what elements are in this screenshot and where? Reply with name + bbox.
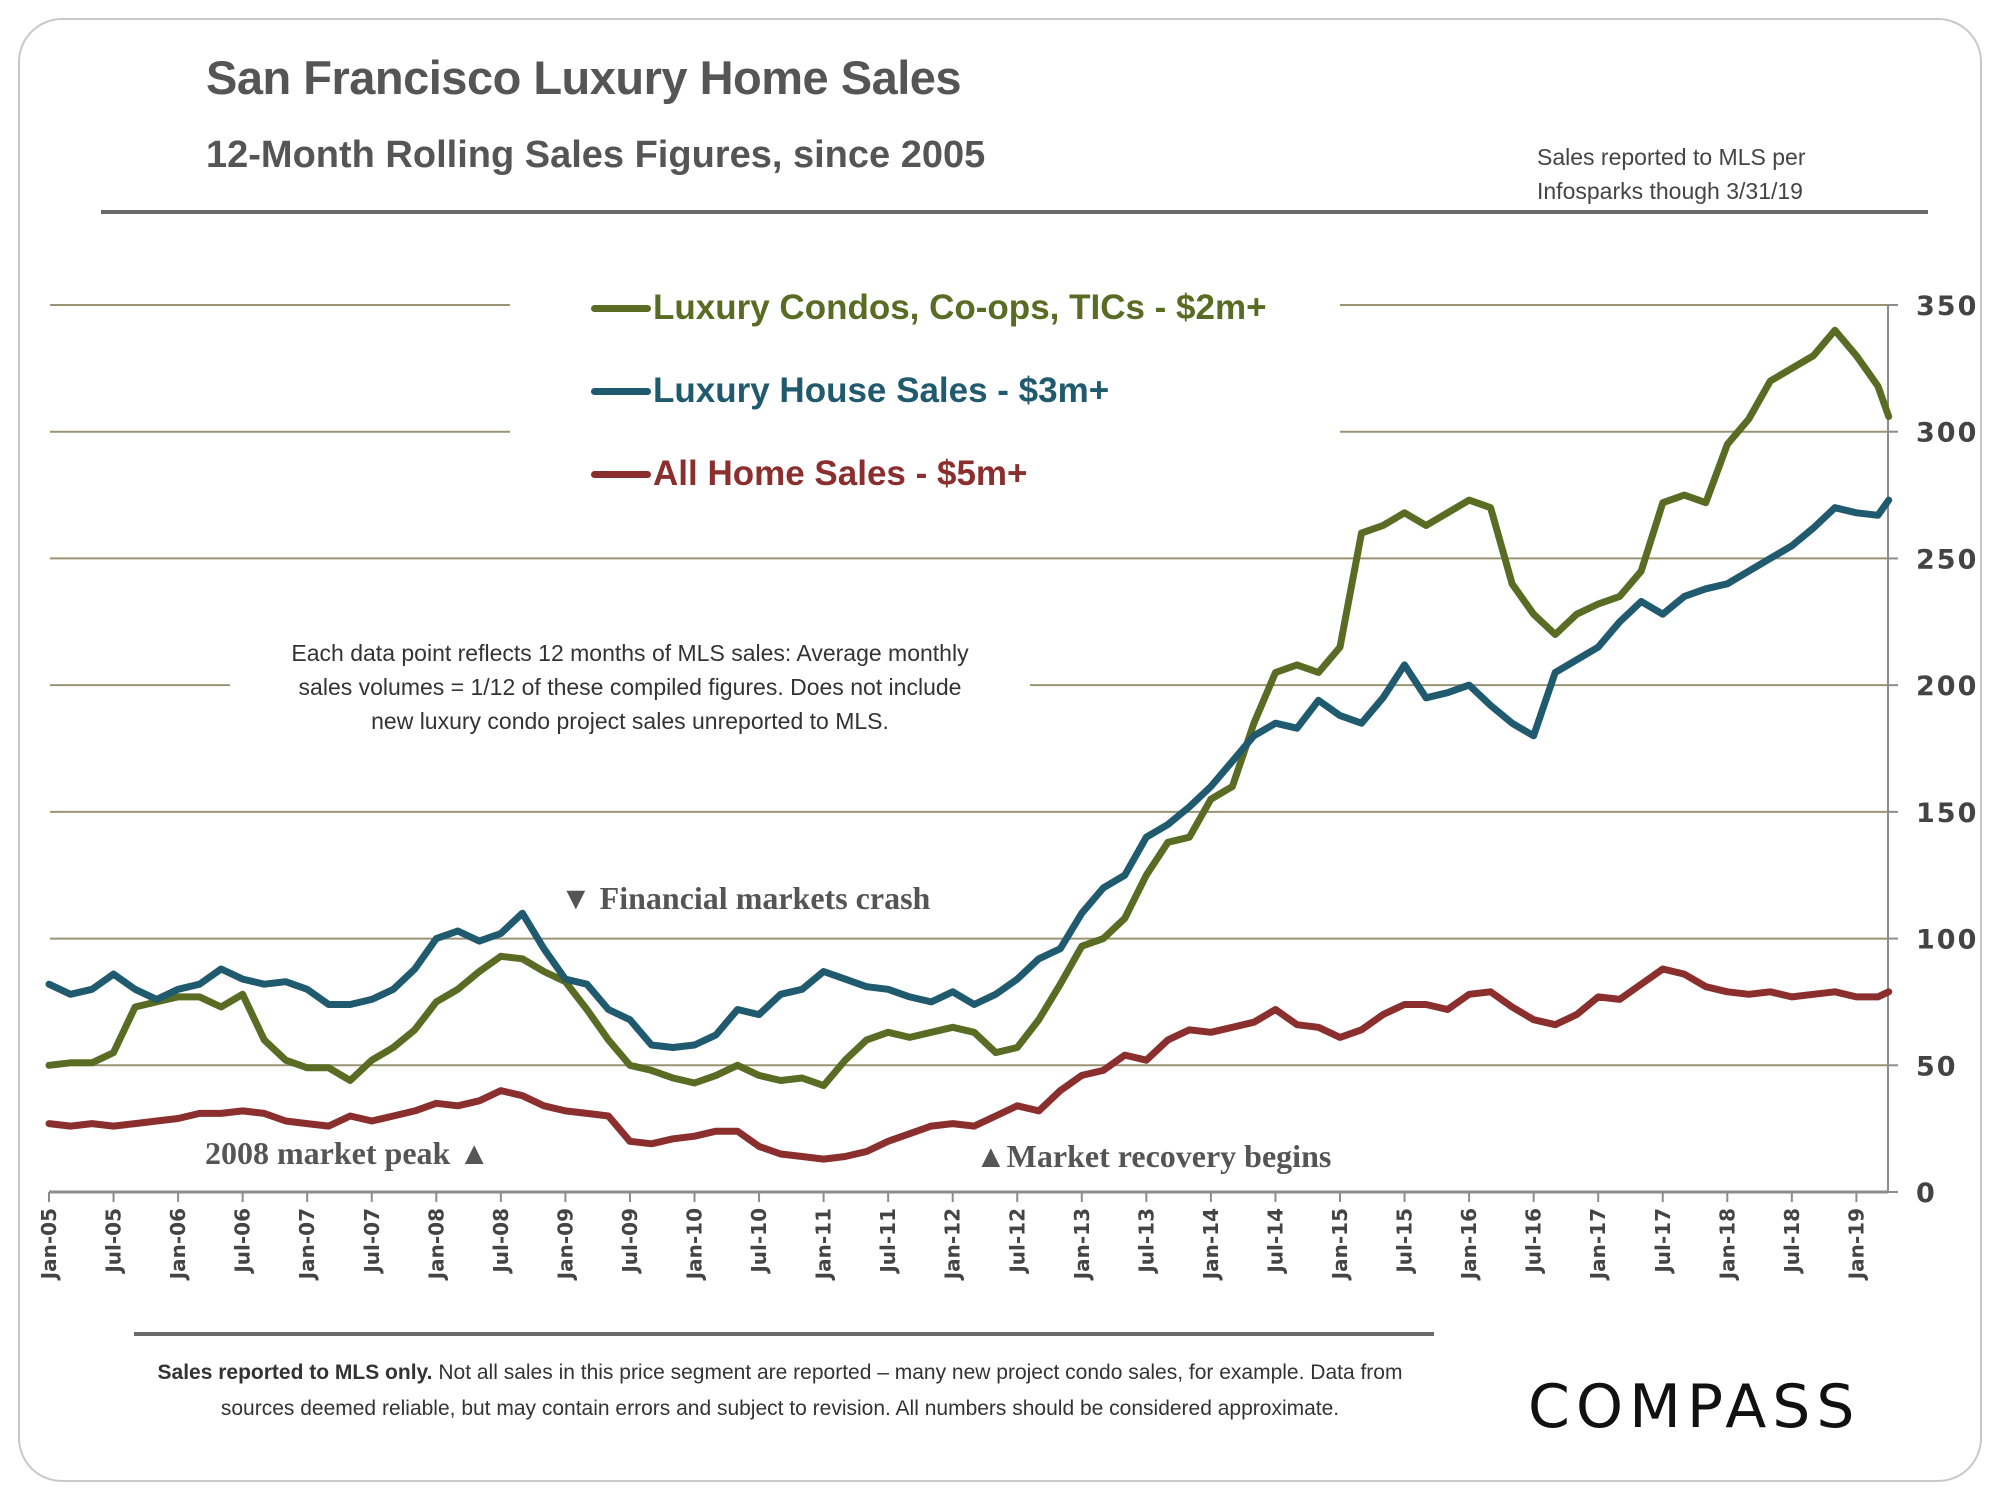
methodology-note-line-1: Each data point reflects 12 months of ML… — [291, 640, 969, 666]
chart-subtitle: 12-Month Rolling Sales Figures, since 20… — [206, 134, 986, 176]
x-tick-label-Jul-10: Jul-10 — [747, 1208, 771, 1275]
legend-label-houses: Luxury House Sales - $3m+ — [653, 371, 1110, 410]
source-note-line-1: Sales reported to MLS per — [1537, 144, 1806, 170]
y-tick-label-250: 250 — [1916, 544, 1978, 575]
y-tick-label-300: 300 — [1916, 418, 1978, 449]
x-tick-label-Jan-17: Jan-17 — [1586, 1208, 1610, 1281]
series-line-houses — [45, 496, 1893, 1051]
x-tick-label-Jul-12: Jul-12 — [1005, 1208, 1029, 1275]
x-tick-label-Jul-07: Jul-07 — [360, 1208, 384, 1275]
x-tick-label-Jul-17: Jul-17 — [1651, 1208, 1675, 1275]
methodology-note-line-3: new luxury condo project sales unreporte… — [371, 708, 889, 734]
legend-label-condos: Luxury Condos, Co-ops, TICs - $2m+ — [653, 288, 1267, 327]
x-tick-label-Jul-11: Jul-11 — [876, 1208, 900, 1275]
disclaimer-text: Not all sales in this price segment are … — [220, 1361, 1403, 1420]
legend-swatch-all5m — [591, 470, 651, 478]
y-tick-label-350: 350 — [1916, 291, 1978, 322]
x-tick-label-Jul-16: Jul-16 — [1522, 1208, 1546, 1275]
legend-item-houses: Luxury House Sales - $3m+ — [591, 371, 1109, 411]
x-tick-label-Jan-11: Jan-11 — [812, 1208, 836, 1281]
x-tick-label-Jul-09: Jul-09 — [618, 1208, 642, 1275]
legend-item-all5m: All Home Sales - $5m+ — [591, 454, 1027, 494]
source-note: Sales reported to MLS per Infosparks tho… — [1537, 140, 1805, 208]
methodology-note: Each data point reflects 12 months of ML… — [230, 636, 1030, 738]
x-tick-label-Jul-08: Jul-08 — [489, 1208, 513, 1275]
x-tick-label-Jan-18: Jan-18 — [1715, 1208, 1739, 1281]
x-tick-label-Jan-12: Jan-12 — [941, 1208, 965, 1281]
annotation-financial-crash: ▼ Financial markets crash — [560, 880, 931, 916]
methodology-note-line-2: sales volumes = 1/12 of these compiled f… — [298, 674, 962, 700]
compass-logo: COMPASS — [1528, 1372, 1861, 1442]
legend-swatch-condos — [591, 304, 651, 312]
disclaimer: Sales reported to MLS only. Not all sale… — [150, 1355, 1410, 1427]
x-tick-label-Jul-14: Jul-14 — [1263, 1208, 1287, 1275]
y-tick-label-200: 200 — [1916, 671, 1978, 702]
chart-title: San Francisco Luxury Home Sales — [206, 51, 962, 104]
series-line-all5m — [45, 965, 1893, 1163]
y-tick-label-150: 150 — [1916, 798, 1978, 829]
header-divider — [101, 210, 1928, 214]
legend-item-condos: Luxury Condos, Co-ops, TICs - $2m+ — [591, 288, 1267, 328]
legend-swatch-houses — [591, 387, 651, 395]
x-tick-label-Jan-07: Jan-07 — [295, 1208, 319, 1281]
x-tick-label-Jan-16: Jan-16 — [1457, 1208, 1481, 1281]
source-note-line-2: Infosparks though 3/31/19 — [1537, 178, 1803, 204]
series-line-condos — [45, 326, 1893, 1090]
x-tick-label-Jan-08: Jan-08 — [424, 1208, 448, 1281]
x-tick-label-Jan-15: Jan-15 — [1328, 1208, 1352, 1281]
x-tick-label-Jul-18: Jul-18 — [1780, 1208, 1804, 1275]
x-tick-label-Jul-15: Jul-15 — [1393, 1208, 1417, 1275]
legend-label-all5m: All Home Sales - $5m+ — [653, 454, 1028, 493]
chart-card — [18, 18, 1982, 1482]
disclaimer-bold: Sales reported to MLS only. — [157, 1361, 433, 1384]
x-tick-label-Jan-13: Jan-13 — [1070, 1208, 1094, 1281]
series-lines — [45, 326, 1893, 1163]
x-tick-label-Jan-09: Jan-09 — [553, 1208, 577, 1281]
x-tick-label-Jan-06: Jan-06 — [166, 1208, 190, 1281]
footer-divider — [134, 1332, 1434, 1336]
x-tick-label-Jul-06: Jul-06 — [231, 1208, 255, 1275]
x-tick-label-Jan-05: Jan-05 — [37, 1208, 61, 1281]
y-tick-label-0: 0 — [1916, 1178, 1937, 1209]
y-tick-label-100: 100 — [1916, 925, 1978, 956]
x-tick-label-Jan-19: Jan-19 — [1844, 1208, 1868, 1281]
x-tick-label-Jan-10: Jan-10 — [683, 1208, 707, 1281]
annotation-2008-peak: 2008 market peak ▲ — [205, 1135, 490, 1171]
x-tick-label-Jan-14: Jan-14 — [1199, 1208, 1223, 1281]
annotation-market-recovery: ▲Market recovery begins — [975, 1138, 1332, 1174]
x-tick-label-Jul-13: Jul-13 — [1134, 1208, 1158, 1275]
axes: 0 50 100 150 200 250 300 350 Jan-05 Jul-05 Jan-06 J… — [37, 291, 1978, 1281]
x-tick-label-Jul-05: Jul-05 — [102, 1208, 126, 1275]
y-tick-label-50: 50 — [1916, 1051, 1958, 1082]
